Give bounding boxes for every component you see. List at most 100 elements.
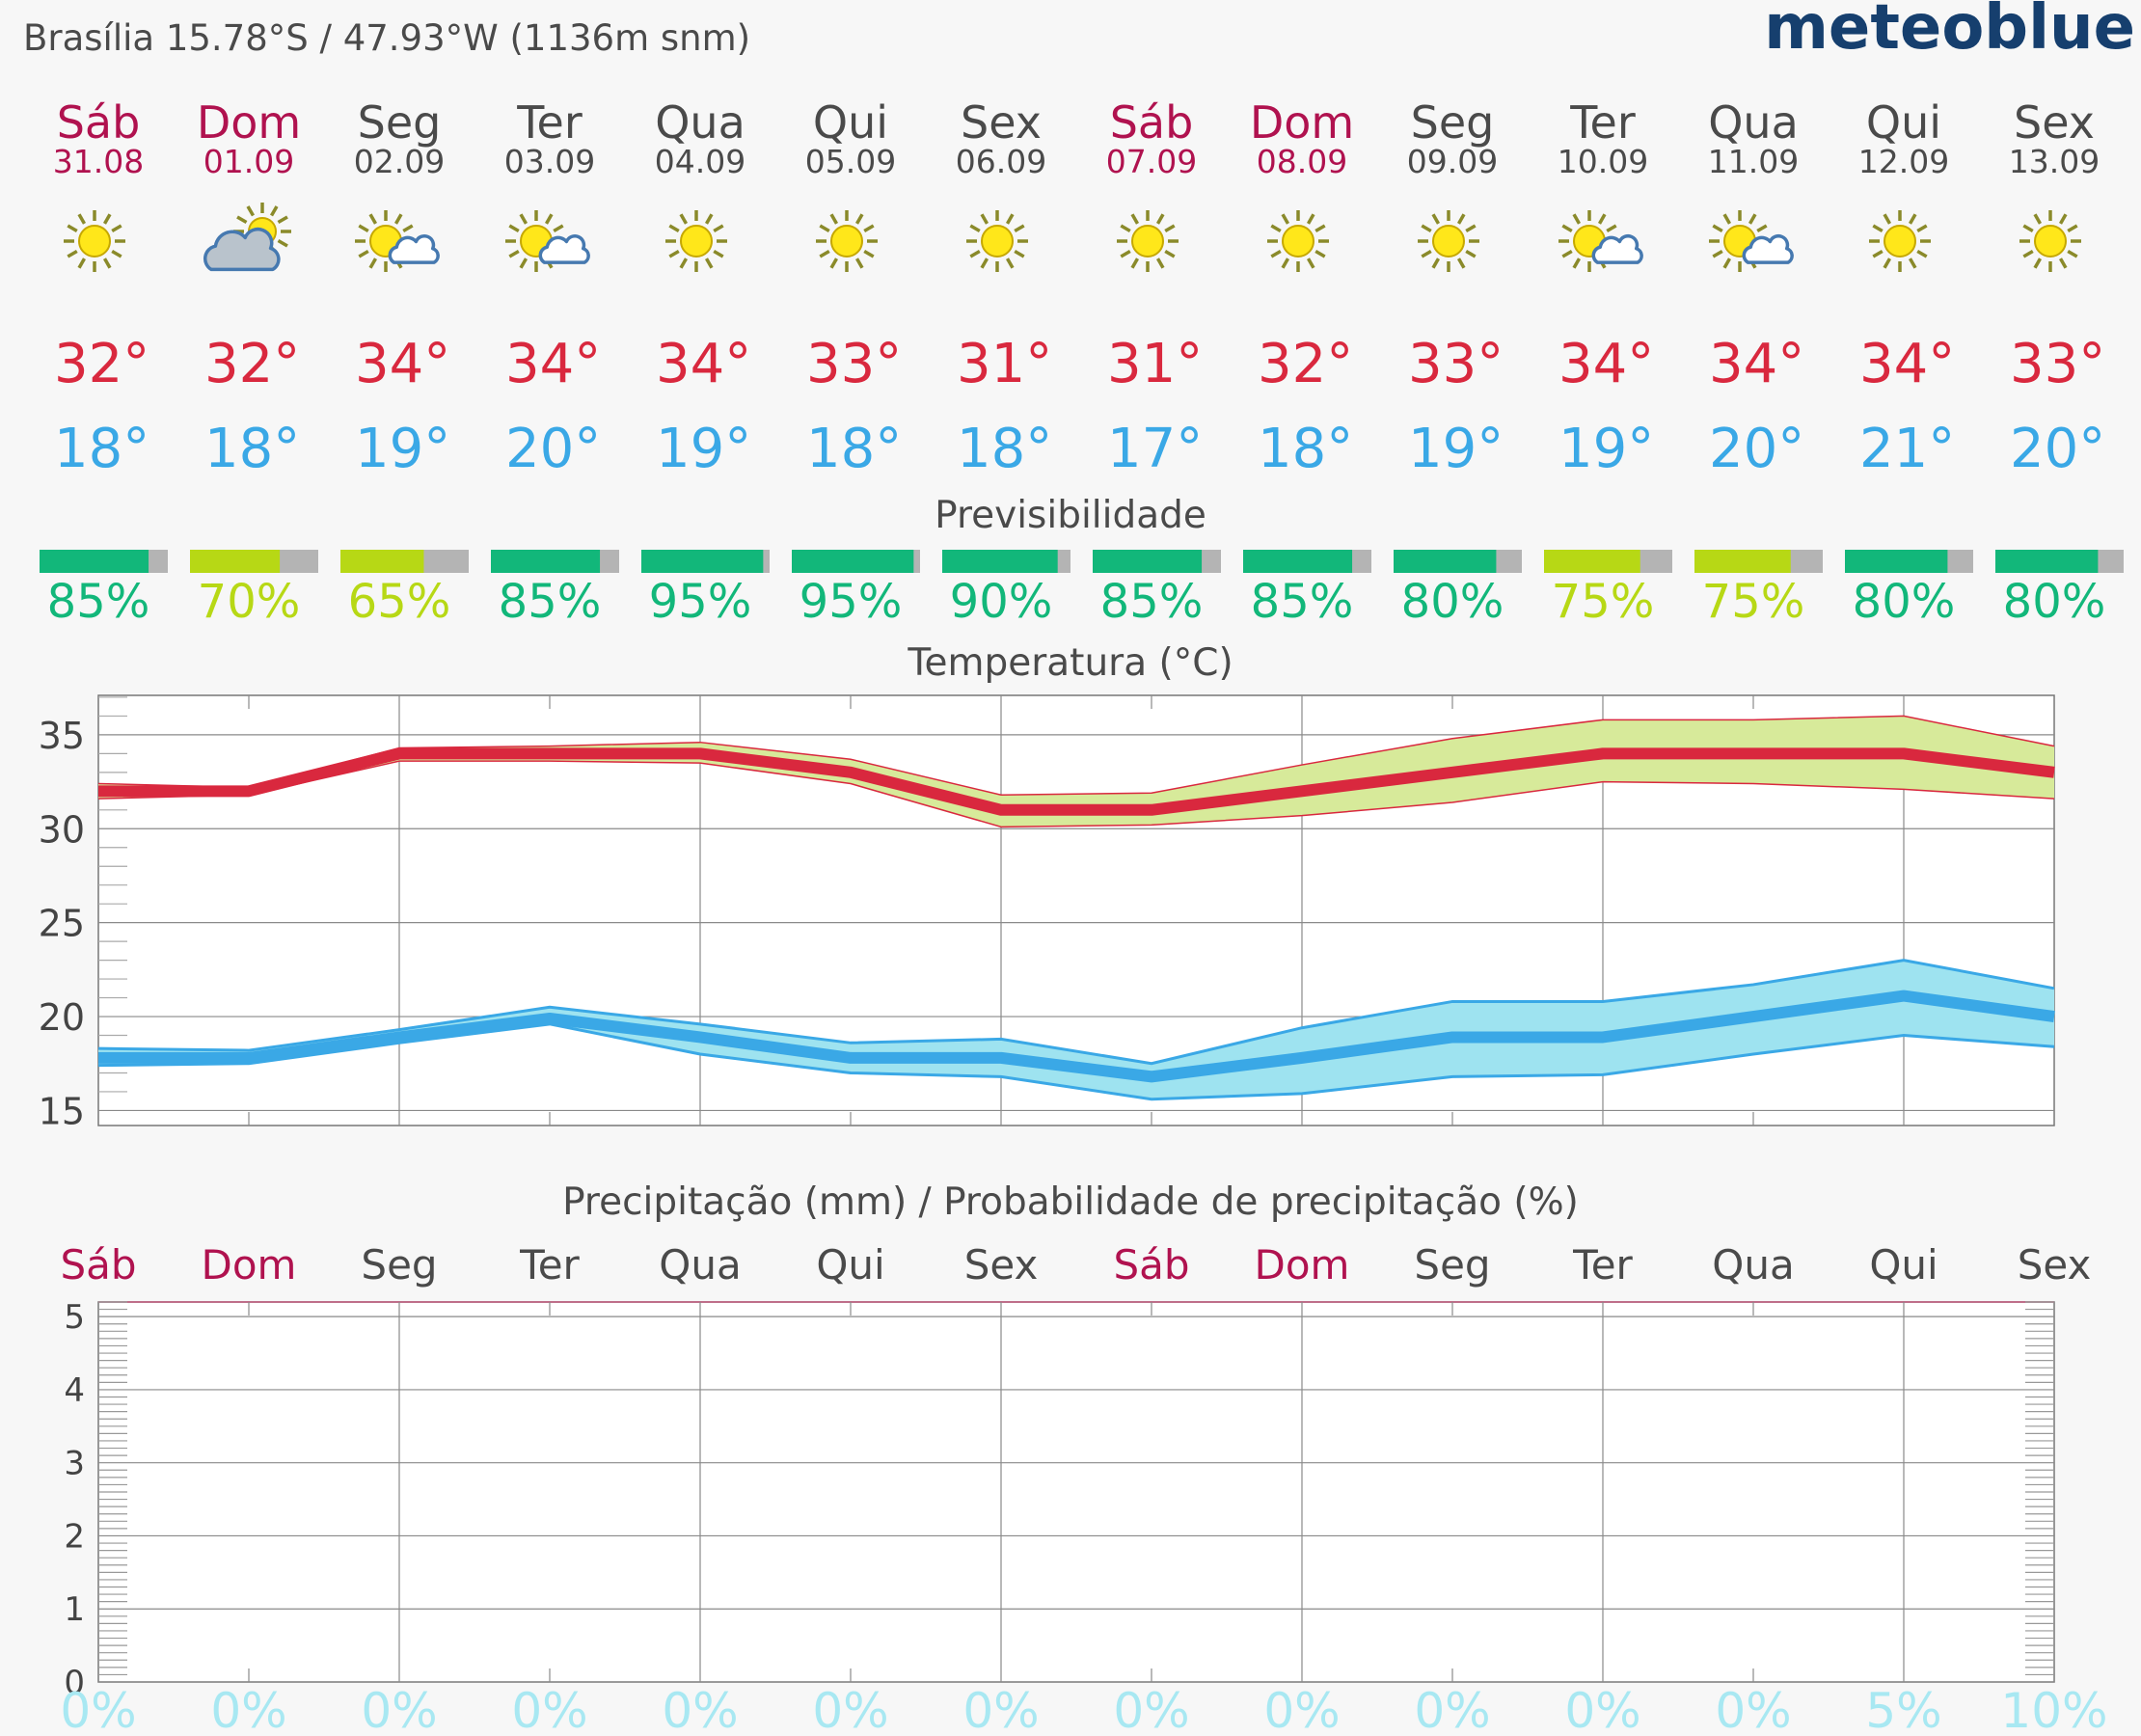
precip-day-name: Qua bbox=[659, 1241, 741, 1288]
sun-ray bbox=[854, 213, 864, 225]
sun-disc bbox=[981, 225, 1014, 258]
day-name: Dom bbox=[1250, 96, 1354, 149]
sun-ray bbox=[2033, 213, 2043, 225]
sun-ray bbox=[1756, 224, 1768, 233]
sun-ray bbox=[246, 205, 256, 217]
sun-ray bbox=[1155, 258, 1165, 269]
sun-ray bbox=[1572, 258, 1582, 269]
y-tick-label: 1 bbox=[64, 1590, 85, 1629]
sun-ray bbox=[679, 213, 689, 225]
temperature-min: 18° bbox=[806, 418, 902, 480]
temperature-plot: 15 20 25 30 35 bbox=[39, 694, 2055, 1132]
weather-icons bbox=[64, 203, 2081, 272]
temperature-max: 32° bbox=[1258, 333, 1353, 395]
temperature-max: 33° bbox=[806, 333, 902, 395]
precipitation-plot-area bbox=[97, 1301, 2055, 1683]
temperature-min: 19° bbox=[355, 418, 450, 480]
precipitation-probability: 0% bbox=[1113, 1683, 1189, 1736]
precipitation-probability: 0% bbox=[1564, 1683, 1640, 1736]
sun-ray bbox=[1005, 258, 1015, 269]
precipitation-probability-labels: 0% 0% 0% 0% 0% 0% 0% 0% 0% 0% 0% 0% 5% 10% bbox=[60, 1683, 2107, 1736]
sun-icon bbox=[966, 210, 1028, 272]
temperature-min: 19° bbox=[1558, 418, 1654, 480]
sun-icon bbox=[665, 210, 727, 272]
y-tick-label: 4 bbox=[64, 1371, 85, 1410]
predictability-bar-fill bbox=[942, 550, 1058, 573]
temperature-min: 18° bbox=[957, 418, 1052, 480]
sun-ray bbox=[713, 224, 724, 233]
sun-ray bbox=[863, 224, 875, 233]
precip-day-name: Sex bbox=[964, 1241, 1039, 1288]
y-tick-label: 2 bbox=[64, 1517, 85, 1556]
sun-disc bbox=[1131, 225, 1164, 258]
sun-ray bbox=[668, 224, 680, 233]
y-tick-label: 20 bbox=[39, 996, 85, 1039]
temperature-min: 17° bbox=[1107, 418, 1203, 480]
sun-ray bbox=[1916, 249, 1928, 258]
sun-ray bbox=[358, 224, 369, 233]
temperature-min: 18° bbox=[1258, 418, 1353, 480]
predictability-title: Previsibilidade bbox=[935, 494, 1206, 537]
sun-ray bbox=[1908, 213, 1917, 225]
temperature-max: 34° bbox=[1859, 333, 1955, 395]
sun-ray bbox=[77, 258, 87, 269]
precipitation-probability: 0% bbox=[1715, 1683, 1791, 1736]
sun-ray bbox=[1465, 224, 1477, 233]
day-name: Qui bbox=[1866, 96, 1941, 149]
sun-ray bbox=[1712, 224, 1723, 233]
precip-day-name: Sáb bbox=[60, 1241, 136, 1288]
predictability-percent: 85% bbox=[1100, 575, 1204, 629]
sun-ray bbox=[1421, 224, 1432, 233]
sun-ray bbox=[704, 258, 714, 269]
predictability-percent: 90% bbox=[950, 575, 1053, 629]
sun-ray bbox=[368, 258, 378, 269]
sun-ray bbox=[368, 213, 378, 225]
temperature-max: 34° bbox=[1558, 333, 1654, 395]
temperature-min: 20° bbox=[505, 418, 601, 480]
precipitation-probability: 0% bbox=[210, 1683, 286, 1736]
sun-ray bbox=[969, 249, 981, 258]
sun-ray bbox=[713, 249, 724, 258]
temperature-max: 34° bbox=[355, 333, 450, 395]
cloud-shape bbox=[1591, 234, 1643, 264]
sun-ray bbox=[2022, 249, 2034, 258]
location-title: Brasília 15.78°S / 47.93°W (1136m snm) bbox=[23, 17, 750, 59]
predictability-percent: 65% bbox=[348, 575, 451, 629]
sun-ray bbox=[819, 224, 830, 233]
sun-ray bbox=[508, 224, 520, 233]
cloud-shape bbox=[203, 227, 281, 272]
sun-disc bbox=[1282, 225, 1314, 258]
sun-ray bbox=[980, 258, 989, 269]
sun-ray bbox=[393, 213, 403, 225]
temperature-max-lower-edge bbox=[97, 760, 2055, 828]
y-tick-label: 35 bbox=[39, 715, 85, 757]
sun-ray bbox=[2058, 213, 2068, 225]
sun-disc bbox=[2034, 225, 2067, 258]
predictability-bar-fill bbox=[1093, 550, 1203, 573]
predictability-bar-fill bbox=[1845, 550, 1948, 573]
brand-logo: meteoblue bbox=[1764, 0, 2135, 64]
sun-ray bbox=[1748, 213, 1757, 225]
sun-ray bbox=[277, 238, 288, 248]
predictability-percent: 95% bbox=[799, 575, 903, 629]
temperature-max-upper-edge bbox=[97, 715, 2055, 796]
predictability-bar-fill bbox=[190, 550, 281, 573]
sun-disc bbox=[680, 225, 713, 258]
sun-small-cloud-icon bbox=[355, 210, 440, 272]
sun-small-cloud-icon bbox=[1558, 210, 1643, 272]
precip-day-name: Sáb bbox=[1113, 1241, 1189, 1288]
sun-ray bbox=[1597, 213, 1607, 225]
sun-small-cloud-icon bbox=[505, 210, 590, 272]
precip-day-name: Sex bbox=[2018, 1241, 2092, 1288]
sun-ray bbox=[1270, 224, 1282, 233]
temperature-title: Temperatura (°C) bbox=[907, 641, 1233, 685]
sun-ray bbox=[1456, 258, 1466, 269]
sun-ray bbox=[1465, 249, 1477, 258]
sun-ray bbox=[1120, 249, 1131, 258]
sun-ray bbox=[67, 249, 78, 258]
day-name: Seg bbox=[1411, 96, 1495, 149]
sun-ray bbox=[2058, 258, 2068, 269]
predictability-percent: 80% bbox=[2003, 575, 2106, 629]
sun-ray bbox=[1722, 213, 1732, 225]
predictability-percent: 85% bbox=[47, 575, 150, 629]
